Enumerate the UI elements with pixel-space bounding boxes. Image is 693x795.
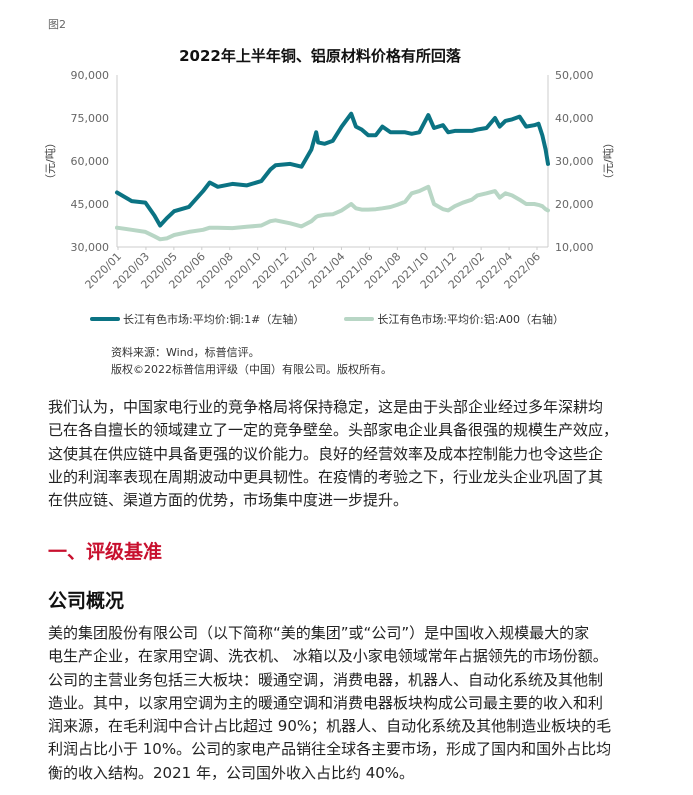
series-line-copper: [115, 111, 550, 228]
text-line: 美的集团股份有限公司（以下简称“美的集团”或“公司”）是中国收入规模最大的家: [48, 624, 590, 642]
figure-label: 图2: [48, 18, 66, 31]
legend-item-aluminum: 长江有色市场:平均价:铝:A00（右轴）: [344, 311, 564, 327]
text-line: 已在各自擅长的领域建立了一定的竞争壁垒。头部家电企业具备很强的规模生产效应，: [48, 421, 619, 440]
paragraph-competition: 我们认为，中国家电行业的竞争格局将保持稳定，这是由于头部企业经过多年深耕均 已在各…: [48, 396, 618, 512]
text-line: 造业。其中，以家用空调为主的暖通空调和消费电器板块构成公司最主要的收入和利: [48, 693, 604, 712]
y-tick-left: 30,000: [71, 241, 110, 254]
text-line: 在供应链、渠道方面的优势，市场集中度进一步提升。: [48, 491, 409, 510]
subsection-heading: 公司概况: [48, 590, 125, 612]
copyright-line: 版权©2022标普信用评级（中国）有限公司。版权所有。: [111, 363, 392, 376]
y-axis-label-left: （元/吨）: [44, 137, 57, 185]
y-tick-left: 75,000: [71, 112, 110, 125]
text-line: 业的利润率表现在周期波动中更具韧性。在疫情的考验之下，行业龙头企业巩固了其: [48, 467, 604, 486]
y-tick-right: 50,000: [555, 69, 594, 82]
y-tick-left: 45,000: [71, 198, 110, 211]
text-line: 利润占比小于 10%。公司的家电产品销往全球各主要市场，形成了国内和国外占比均: [48, 740, 612, 759]
text-line: 我们认为，中国家电行业的竞争格局将保持稳定，这是由于头部企业经过多年深耕均: [48, 398, 604, 416]
text-line: 电生产企业，在家用空调、洗衣机、 冰箱以及小家电领域常年占据领先的市场份额。: [48, 647, 608, 666]
y-tick-right: 30,000: [555, 155, 594, 168]
price-chart: 2022年上半年铜、铝原材料价格有所回落 90,000 75,000 60,000 4…: [44, 47, 615, 291]
text-line: 这使其在供应链中具备更强的议价能力。良好的经营效率及成本控制能力也令这些企: [48, 444, 604, 463]
chart-source: 资料来源：Wind，标普信评。 版权©2022标普信用评级（中国）有限公司。版权…: [111, 344, 392, 378]
section-heading: 一、评级基准: [48, 541, 163, 563]
paragraph-company-overview: 美的集团股份有限公司（以下简称“美的集团”或“公司”）是中国收入规模最大的家 电生…: [48, 622, 611, 785]
y-tick-left: 90,000: [71, 69, 110, 82]
text-line: 公司的主营业务包括三大板块：暖通空调，消费电器，机器人、自动化系统及其他制: [48, 670, 604, 689]
y-tick-right: 20,000: [555, 198, 594, 211]
y-tick-right: 40,000: [555, 112, 594, 125]
source-line: 资料来源：Wind，标普信评。: [111, 346, 260, 359]
chart-title: 2022年上半年铜、铝原材料价格有所回落: [179, 47, 462, 65]
series-line-aluminum: [115, 184, 550, 242]
legend-label-aluminum: 长江有色市场:平均价:铝:A00（右轴）: [377, 313, 564, 326]
legend-item-copper: 长江有色市场:平均价:铜:1#（左轴）: [90, 311, 304, 327]
y-axis-label-right: （元/吨）: [602, 137, 615, 185]
y-tick-right: 10,000: [555, 241, 594, 254]
legend-swatch-aluminum: [344, 317, 375, 321]
y-tick-left: 60,000: [71, 155, 110, 168]
legend-swatch-copper: [90, 317, 120, 321]
text-line: 衡的收入结构。2021 年，公司国外收入占比约 40%。: [48, 763, 415, 782]
chart-legend: 长江有色市场:平均价:铜:1#（左轴） 长江有色市场:平均价:铝:A00（右轴）: [90, 311, 564, 327]
text-line: 润来源，在毛利润中合计占比超过 90%；机器人、自动化系统及其他制造业板块的毛: [48, 717, 612, 736]
legend-label-copper: 长江有色市场:平均价:铜:1#（左轴）: [123, 313, 305, 326]
